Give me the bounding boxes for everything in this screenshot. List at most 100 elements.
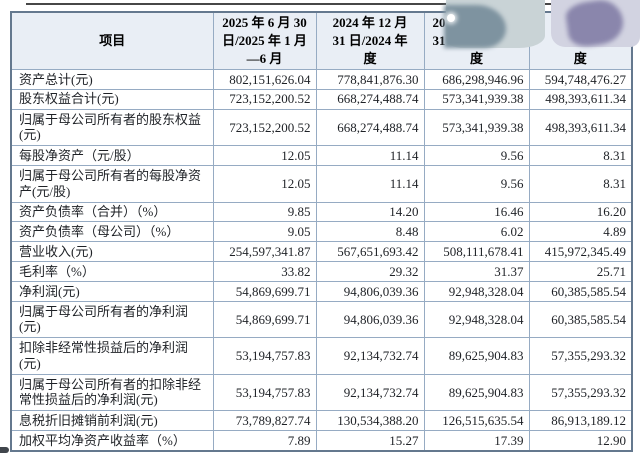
sparkle-icon [447,14,455,22]
row-label: 营业收入(元) [10,241,214,263]
cell-value: 723,152,200.52 [212,108,317,147]
cell-value: 31.37 [423,261,530,282]
row-label: 归属于母公司所有者的每股净资产(元/股) [10,165,214,203]
cell-value: 92,134,732.74 [315,337,425,375]
header-line: 31 日/2024 年 [332,33,408,48]
table-row: 归属于母公司所有者的扣除非经常性损益后的净利润(元) 53,194,757.83 9… [10,373,633,412]
cell-value: 29.32 [315,261,425,282]
table-row: 加权平均净资产收益率（%） 7.89 15.27 17.39 12.90 [10,430,633,452]
header-line: 日/2025 年 1 月 [222,33,307,48]
cell-value: 778,841,876.30 [315,69,425,90]
row-label: 资产总计(元) [10,69,214,90]
cell-value: 92,134,732.74 [315,373,425,412]
row-label: 毛利率（%） [10,261,214,282]
cell-value: 53,194,757.83 [212,373,317,412]
censor-blob-purple [551,0,640,49]
cell-value: 9.85 [212,201,317,223]
column-header-2: 2024 年 12 月 31 日/2024 年度 [315,11,425,70]
cell-value: 8.48 [315,221,425,243]
cell-value: 15.27 [315,430,425,452]
cell-value: 94,806,039.36 [315,280,425,302]
row-label: 加权平均净资产收益率（%） [10,430,214,452]
cell-value: 17.39 [423,430,530,452]
cell-value: 498,393,611.34 [528,88,633,110]
table-row: 资产负债率（母公司）（%） 9.05 8.48 6.02 4.89 [10,221,633,243]
cell-value: 126,515,635.54 [423,410,530,432]
table-row: 资产负债率（合并）（%） 9.85 14.20 16.46 16.20 [10,201,633,223]
row-label: 归属于母公司所有者的扣除非经常性损益后的净利润(元) [10,373,214,412]
row-label: 归属于母公司所有者的股东权益(元) [10,108,214,147]
header-line: 31 [432,33,446,48]
top-rule-line [26,3,600,5]
cell-value: 12.05 [212,145,317,167]
cell-value: 16.46 [423,201,530,223]
row-label: 每股净资产（元/股） [10,145,214,167]
row-label: 扣除非经常性损益后的净利润(元) [10,337,214,375]
scan-artifact-mark [0,447,9,453]
cell-value: 86,913,189.12 [528,410,633,432]
row-label: 净利润(元) [10,280,214,302]
table-row: 息税折旧摊销前利润(元) 73,789,827.74 130,534,388.20 1… [10,410,633,432]
table-row: 扣除非经常性损益后的净利润(元) 53,194,757.83 92,134,732.… [10,337,633,375]
header-line: 度 [573,51,587,66]
table-row: 毛利率（%） 33.82 29.32 31.37 25.71 [10,261,633,282]
row-label: 资产负债率（合并）（%） [10,201,214,223]
cell-value: 25.71 [528,261,633,282]
cell-value: 573,341,939.38 [423,88,530,110]
cell-value: 60,385,585.54 [528,300,633,339]
cell-value: 92,948,328.04 [423,280,530,302]
cell-value: 254,597,341.87 [212,241,317,263]
column-header-1: 2025 年 6 月 30 日/2025 年 1 月 —6 月 [212,11,317,70]
table-row: 净利润(元) 54,869,699.71 94,806,039.36 92,948,3… [10,280,633,302]
table-body: 资产总计(元) 802,151,626.04 778,841,876.30 686,2… [10,69,633,452]
header-row: 项目 2025 年 6 月 30 日/2025 年 1 月 —6 月 2024 年 12… [10,11,633,70]
cell-value: 94,806,039.36 [315,300,425,339]
cell-value: 12.90 [528,430,633,452]
row-label: 资产负债率（母公司）（%） [10,221,214,243]
cell-value: 802,151,626.04 [212,69,317,90]
cell-value: 9.05 [212,221,317,243]
header-line: 度 [363,51,377,66]
row-label: 息税折旧摊销前利润(元) [10,410,214,432]
header-line: 2025 年 6 月 30 [222,15,307,30]
cell-value: 11.14 [315,165,425,203]
cell-value: 92,948,328.04 [423,300,530,339]
cell-value: 498,393,611.34 [528,108,633,147]
cell-value: 33.82 [212,261,317,282]
cell-value: 8.31 [528,145,633,167]
table-row: 营业收入(元) 254,597,341.87 567,651,693.42 508,1… [10,241,633,263]
cell-value: 89,625,904.83 [423,373,530,412]
table-row: 股东权益合计(元) 723,152,200.52 668,274,488.74 573… [10,88,633,110]
financial-summary-table: 项目 2025 年 6 月 30 日/2025 年 1 月 —6 月 2024 年 12… [10,11,633,452]
header-line: 2024 年 12 月 [332,15,408,30]
cell-value: 16.20 [528,201,633,223]
cell-value: 668,274,488.74 [315,108,425,147]
cell-value: 8.31 [528,165,633,203]
cell-value: 54,869,699.71 [212,280,317,302]
cell-value: 89,625,904.83 [423,337,530,375]
table-row: 每股净资产（元/股） 12.05 11.14 9.56 8.31 [10,145,633,167]
row-label: 归属于母公司所有者的净利润(元) [10,300,214,339]
cell-value: 567,651,693.42 [315,241,425,263]
cell-value: 573,341,939.38 [423,108,530,147]
cell-value: 130,534,388.20 [315,410,425,432]
cell-value: 7.89 [212,430,317,452]
table-row: 归属于母公司所有者的股东权益(元) 723,152,200.52 668,274,4… [10,108,633,147]
header-line: —6 月 [246,51,283,66]
cell-value: 686,298,946.96 [423,69,530,90]
table-row: 资产总计(元) 802,151,626.04 778,841,876.30 686,2… [10,69,633,90]
table-row: 归属于母公司所有者的净利润(元) 54,869,699.71 94,806,039.… [10,300,633,339]
cell-value: 11.14 [315,145,425,167]
cell-value: 14.20 [315,201,425,223]
cell-value: 60,385,585.54 [528,280,633,302]
cell-value: 9.56 [423,165,530,203]
table-row: 归属于母公司所有者的每股净资产(元/股) 12.05 11.14 9.56 8.31 [10,165,633,203]
cell-value: 9.56 [423,145,530,167]
cell-value: 508,111,678.41 [423,241,530,263]
row-label: 股东权益合计(元) [10,88,214,110]
censor-blob-gray [444,0,545,48]
cell-value: 4.89 [528,221,633,243]
column-header-0: 项目 [10,11,214,70]
censor-blob-purple-core [564,0,626,49]
